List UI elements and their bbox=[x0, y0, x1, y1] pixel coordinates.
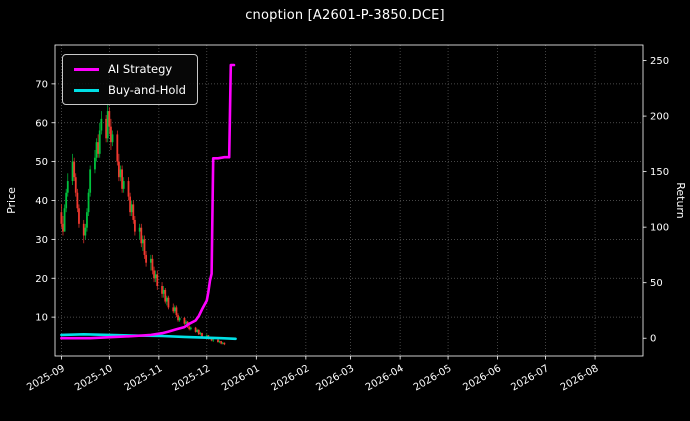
svg-text:2026-06: 2026-06 bbox=[461, 363, 503, 393]
svg-text:Return: Return bbox=[674, 182, 687, 219]
svg-text:150: 150 bbox=[650, 167, 669, 178]
ai-strategy-line-swatch bbox=[74, 67, 99, 71]
svg-text:200: 200 bbox=[650, 112, 669, 123]
svg-text:2025-09: 2025-09 bbox=[25, 363, 67, 393]
svg-text:2025-12: 2025-12 bbox=[171, 363, 213, 393]
legend-item-buy-and-hold: Buy-and-Hold bbox=[74, 83, 186, 97]
buy-and-hold-line-swatch bbox=[74, 88, 99, 92]
candlestick-series bbox=[60, 103, 226, 346]
svg-text:10: 10 bbox=[35, 313, 48, 324]
svg-text:2025-11: 2025-11 bbox=[123, 363, 165, 393]
svg-text:70: 70 bbox=[35, 79, 48, 90]
svg-text:2026-05: 2026-05 bbox=[412, 363, 454, 393]
svg-text:40: 40 bbox=[35, 196, 48, 207]
svg-text:2026-01: 2026-01 bbox=[220, 363, 262, 393]
svg-text:50: 50 bbox=[35, 157, 48, 168]
legend-label: AI Strategy bbox=[108, 62, 173, 76]
right-axis: 0 50 100 150 200 250 Return bbox=[643, 56, 687, 345]
svg-text:250: 250 bbox=[650, 56, 669, 67]
svg-text:2025-10: 2025-10 bbox=[73, 363, 115, 393]
svg-text:100: 100 bbox=[650, 223, 669, 234]
svg-text:2026-03: 2026-03 bbox=[314, 363, 356, 393]
gridlines bbox=[55, 45, 643, 356]
svg-text:30: 30 bbox=[35, 235, 48, 246]
svg-text:Price: Price bbox=[5, 187, 18, 214]
svg-text:20: 20 bbox=[35, 274, 48, 285]
chart-title: cnoption [A2601-P-3850.DCE] bbox=[245, 8, 445, 23]
svg-text:60: 60 bbox=[35, 118, 48, 129]
svg-text:2026-08: 2026-08 bbox=[559, 363, 601, 393]
series-line-buy-and-hold bbox=[60, 332, 237, 341]
legend-item-ai-strategy: AI Strategy bbox=[74, 62, 186, 76]
svg-text:0: 0 bbox=[650, 334, 656, 345]
svg-text:2026-07: 2026-07 bbox=[509, 363, 551, 393]
series-line-ai-strategy bbox=[60, 63, 236, 340]
svg-text:2026-02: 2026-02 bbox=[270, 363, 312, 393]
legend-label: Buy-and-Hold bbox=[108, 83, 186, 97]
x-axis: 2025-09 2025-10 2025-11 2025-12 2026-01 2026-… bbox=[25, 356, 601, 393]
left-axis: 10 20 30 40 50 60 70 Price bbox=[5, 79, 55, 324]
svg-text:50: 50 bbox=[650, 278, 663, 289]
legend: AI Strategy Buy-and-Hold bbox=[62, 54, 198, 105]
svg-text:2026-04: 2026-04 bbox=[364, 363, 406, 393]
